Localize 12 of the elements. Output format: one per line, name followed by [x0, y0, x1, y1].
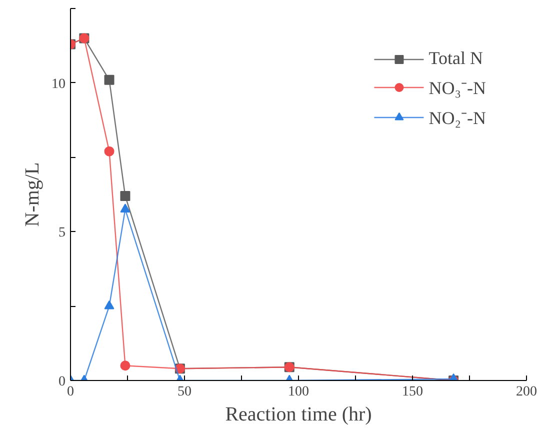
x-axis-title: Reaction time (hr) — [225, 404, 372, 426]
y-tick-label: 5 — [58, 226, 66, 241]
legend-label: Total N — [428, 48, 483, 69]
y-axis-title: N-mg/L — [22, 162, 44, 227]
x-tick-label: 100 — [288, 384, 309, 400]
legend-label: NO₂⁻-N — [428, 107, 486, 129]
x-tick-label: 200 — [516, 384, 537, 400]
x-tick-label: 150 — [402, 384, 423, 400]
legend-label: NO₃⁻-N — [428, 77, 486, 99]
x-tick-label: 50 — [178, 384, 192, 400]
y-tick-label: 10 — [52, 76, 66, 92]
y-tick-label: 0 — [58, 374, 66, 390]
